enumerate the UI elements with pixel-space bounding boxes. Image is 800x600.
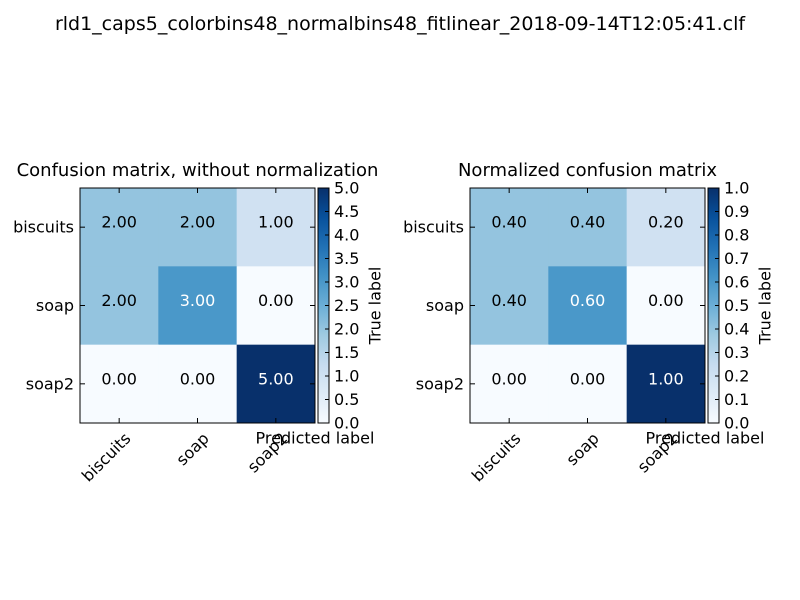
colorbar-tick-label: 4.5: [334, 202, 359, 221]
y-tick-label: soap: [36, 296, 74, 315]
cell-value-label: 0.20: [648, 213, 684, 232]
cell-value-label: 1.00: [258, 213, 294, 232]
heatmap-cell: [158, 188, 238, 267]
heatmap-cell: [470, 188, 549, 267]
heatmap-cell: [80, 266, 159, 346]
colorbar-tick-label: 0.8: [724, 226, 749, 245]
x-tick-label: biscuits: [78, 429, 135, 486]
cell-value-label: 0.00: [258, 291, 294, 310]
cell-value-label: 1.00: [648, 369, 684, 388]
colorbar-tick-label: 0.5: [724, 296, 749, 315]
cell-value-label: 2.00: [180, 213, 216, 232]
colorbar-tick-label: 0.3: [724, 343, 749, 362]
x-tick-label: soap: [562, 429, 602, 469]
heatmap-cell: [236, 266, 316, 346]
heatmap-cell: [626, 188, 706, 267]
colorbar-tick-label: 0.7: [724, 249, 749, 268]
colorbar-tick-label: 2.5: [334, 296, 359, 315]
colorbar-tick-label: 1.0: [724, 179, 749, 198]
cell-value-label: 0.00: [570, 369, 606, 388]
colorbar-tick-label: 2.0: [334, 320, 359, 339]
colorbar-tick-label: 5.0: [334, 179, 359, 198]
cell-value-label: 0.00: [180, 369, 216, 388]
x-axis-label: Predicted label: [646, 429, 765, 448]
y-tick-label: biscuits: [13, 218, 74, 237]
heatmap-cell: [470, 344, 549, 424]
cell-value-label: 2.00: [101, 291, 137, 310]
cell-value-label: 0.40: [491, 291, 527, 310]
colorbar-tick-label: 1.5: [334, 343, 359, 362]
heatmap-cell: [470, 266, 549, 346]
cell-value-label: 2.00: [101, 213, 137, 232]
heatmap-cell: [80, 188, 159, 267]
heatmap-cell: [80, 344, 159, 424]
colorbar-tick-label: 0.0: [724, 414, 749, 433]
colorbar-tick-label: 0.0: [334, 414, 359, 433]
confusion-matrix-raw: Confusion matrix, without normalization 2…: [13, 160, 384, 485]
y-tick-label: soap2: [26, 374, 74, 393]
cell-value-label: 0.00: [491, 369, 527, 388]
cell-value-label: 5.00: [258, 369, 294, 388]
cell-value-label: 0.40: [570, 213, 606, 232]
x-axis-label: Predicted label: [256, 429, 375, 448]
cell-value-label: 0.00: [648, 291, 684, 310]
chart-title: Normalized confusion matrix: [458, 160, 717, 181]
colorbar-tick-label: 3.0: [334, 273, 359, 292]
colorbar-tick-label: 3.5: [334, 249, 359, 268]
heatmap-cell: [158, 266, 238, 346]
y-tick-label: biscuits: [403, 218, 464, 237]
heatmap-cell: [548, 188, 628, 267]
colorbar-tick-label: 1.0: [334, 367, 359, 386]
colorbar-tick-label: 0.9: [724, 202, 749, 221]
cell-value-label: 3.00: [180, 291, 216, 310]
heatmap-cell: [236, 344, 316, 424]
cell-value-label: 0.00: [101, 369, 137, 388]
cell-value-label: 0.40: [491, 213, 527, 232]
heatmap-cell: [626, 266, 706, 346]
colorbar-tick-label: 0.5: [334, 390, 359, 409]
heatmap-cell: [548, 266, 628, 346]
figure-suptitle: rld1_caps5_colorbins48_normalbins48_fitl…: [55, 13, 746, 35]
confusion-matrix-normalized: Normalized confusion matrix 0.40 0.40 0.20 0…: [403, 160, 774, 485]
y-tick-label: soap2: [416, 374, 464, 393]
heatmap-cell: [158, 344, 238, 424]
y-tick-label: soap: [426, 296, 464, 315]
colorbar-tick-label: 0.1: [724, 390, 749, 409]
heatmap-cell: [626, 344, 706, 424]
heatmap-cell: [548, 344, 628, 424]
x-tick-label: biscuits: [468, 429, 525, 486]
colorbar-tick-label: 0.6: [724, 273, 749, 292]
colorbar-tick-label: 0.4: [724, 320, 749, 339]
chart-title: Confusion matrix, without normalization: [17, 160, 379, 181]
x-tick-label: soap: [172, 429, 212, 469]
cell-value-label: 0.60: [570, 291, 606, 310]
y-axis-label: True label: [366, 267, 385, 346]
colorbar-tick-label: 0.2: [724, 367, 749, 386]
colorbar-tick-label: 4.0: [334, 226, 359, 245]
heatmap-cell: [236, 188, 316, 267]
y-axis-label: True label: [756, 267, 775, 346]
